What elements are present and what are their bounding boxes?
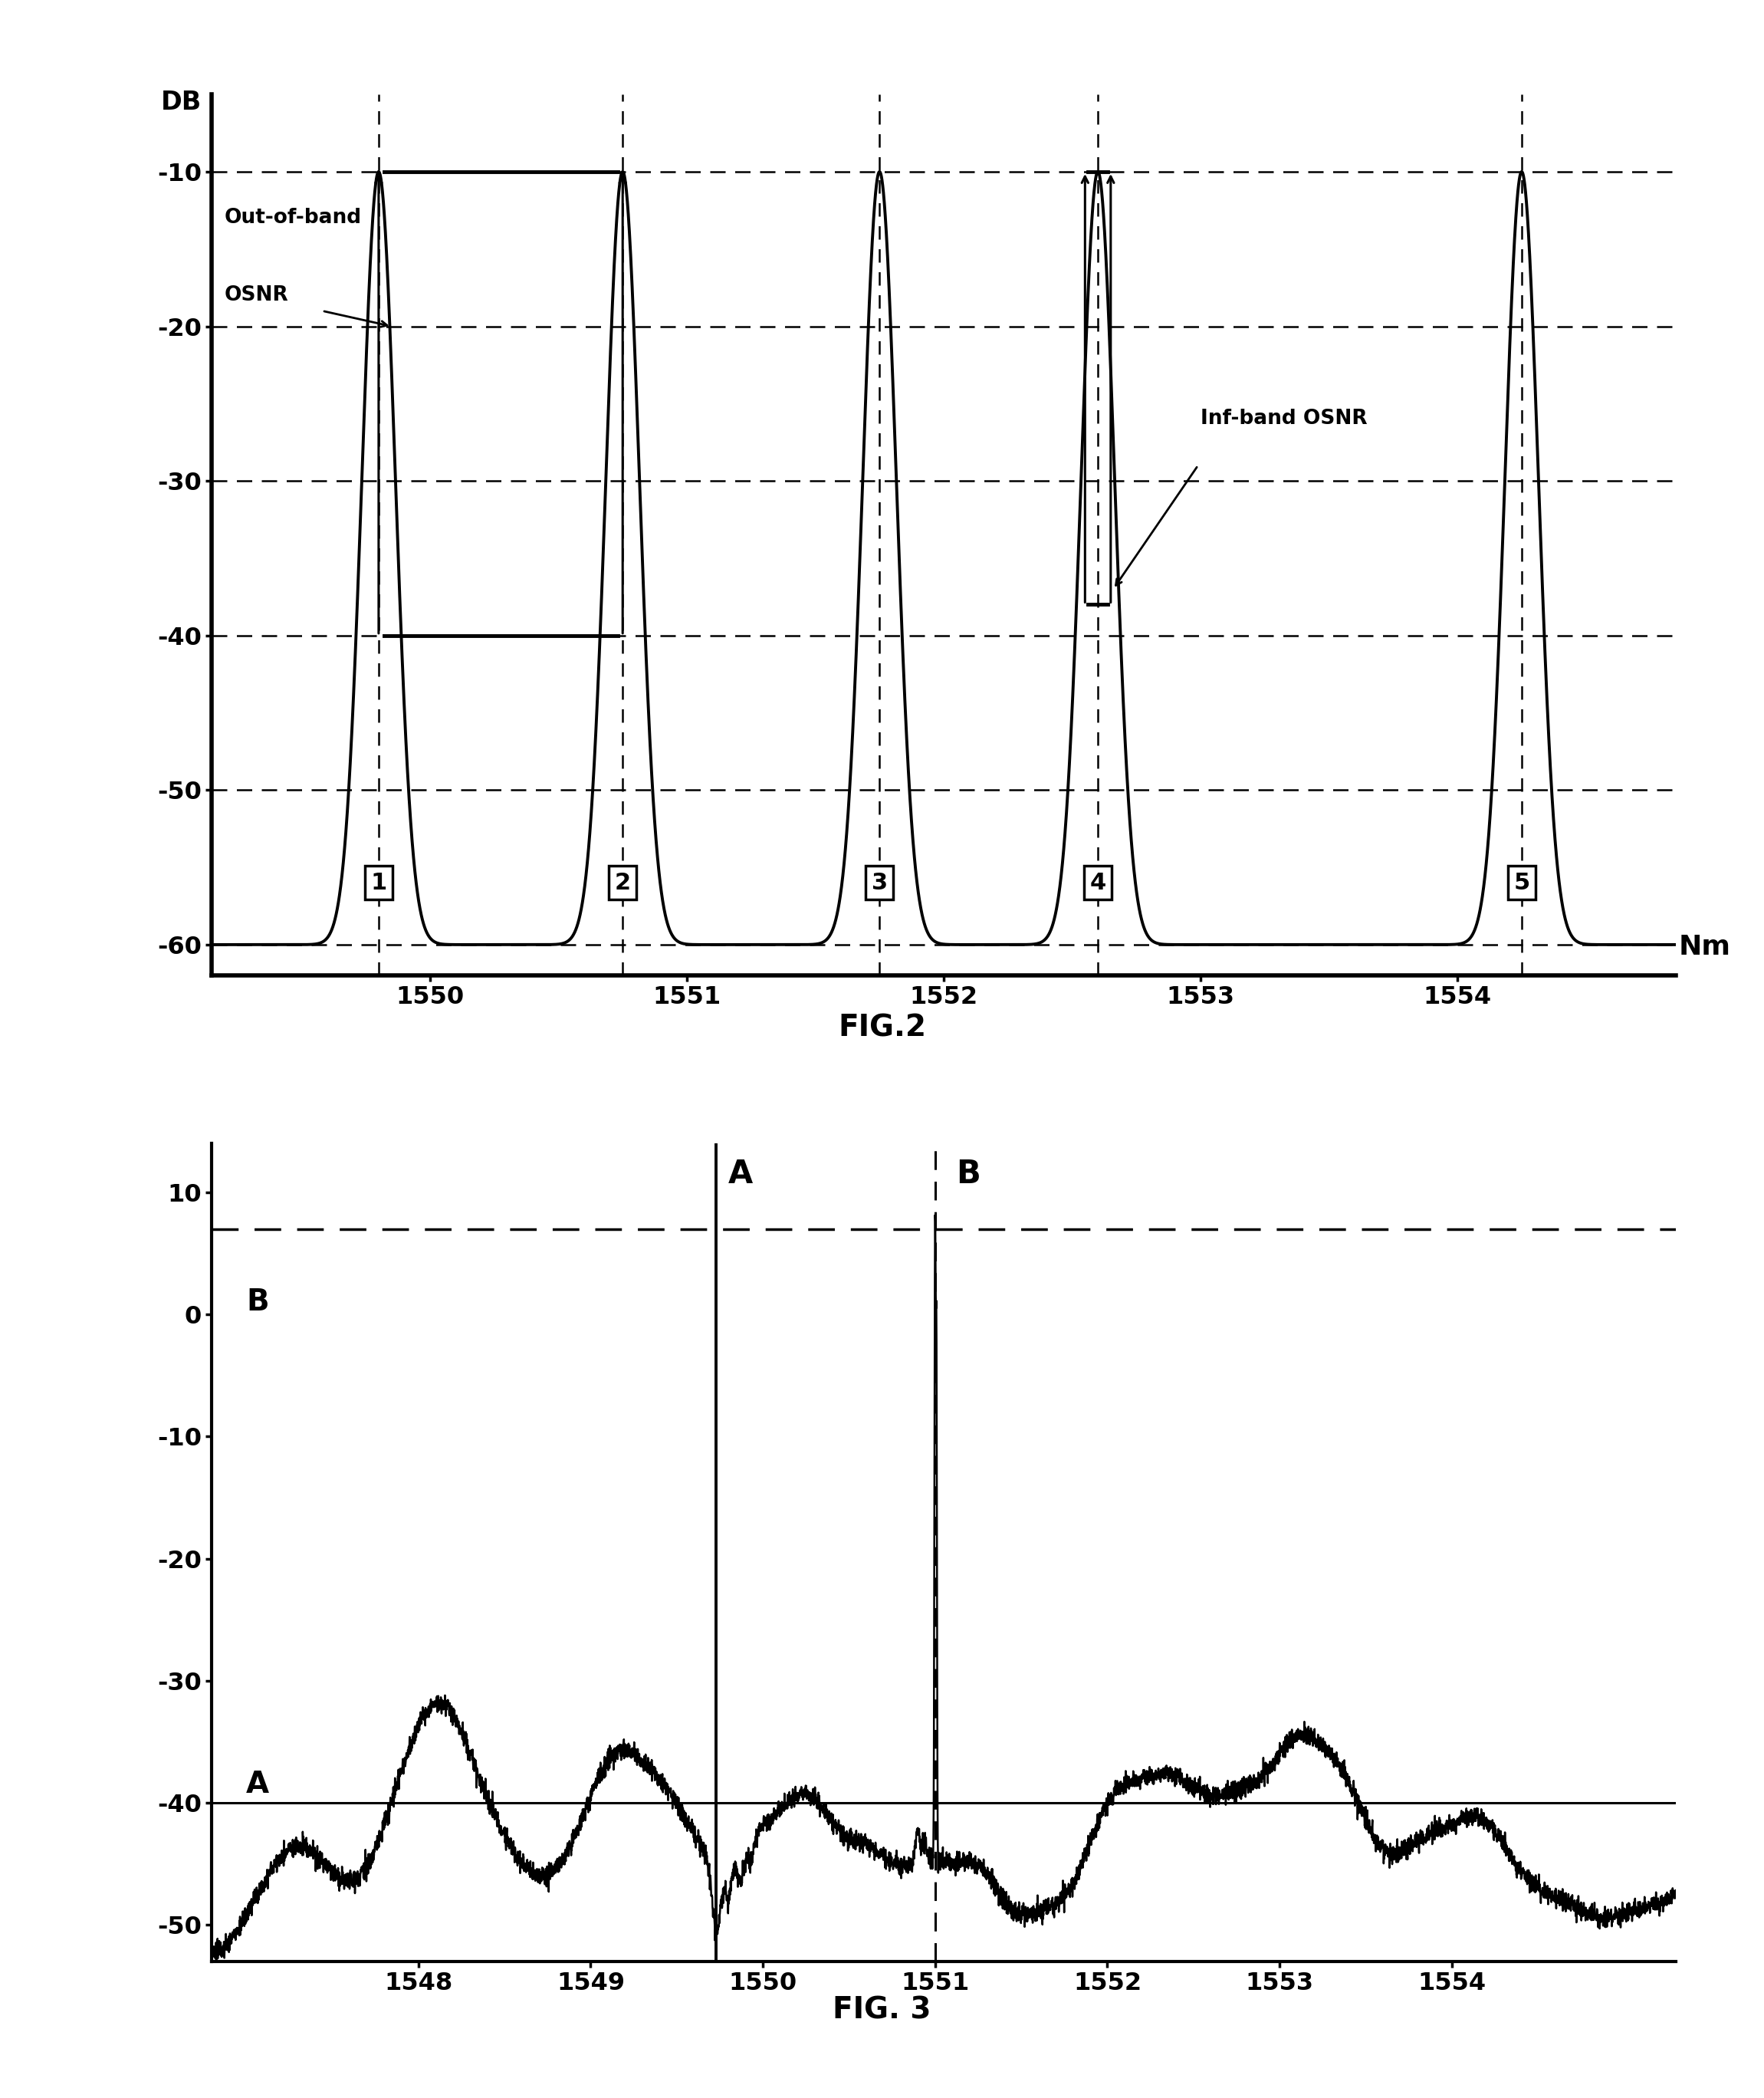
Text: B: B (247, 1288, 268, 1318)
Text: 5: 5 (1514, 871, 1529, 894)
Text: FIG. 3: FIG. 3 (833, 1995, 931, 2025)
Text: Nm: Nm (1678, 934, 1730, 961)
Text: 4: 4 (1090, 871, 1106, 894)
Text: FIG.2: FIG.2 (838, 1013, 926, 1043)
Text: 2: 2 (614, 871, 632, 894)
Text: B: B (956, 1158, 981, 1190)
Text: 1: 1 (370, 871, 386, 894)
Text: A: A (729, 1158, 753, 1190)
Text: 3: 3 (871, 871, 887, 894)
Text: Out-of-band: Out-of-band (224, 208, 362, 229)
Text: A: A (247, 1771, 270, 1800)
Text: DB: DB (161, 90, 201, 115)
Text: OSNR: OSNR (224, 285, 289, 306)
Text: Inf-band OSNR: Inf-band OSNR (1201, 409, 1367, 428)
